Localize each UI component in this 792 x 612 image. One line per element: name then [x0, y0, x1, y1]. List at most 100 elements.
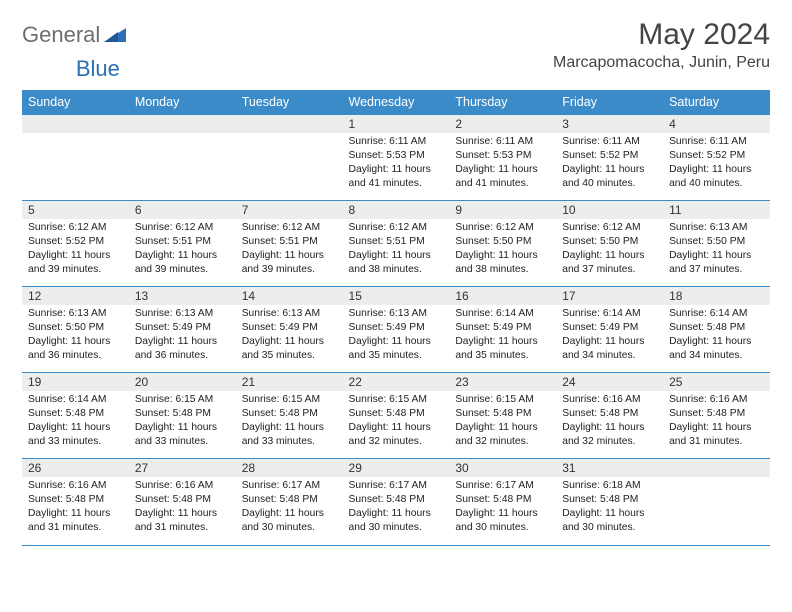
sunrise-text: Sunrise: 6:11 AM: [455, 135, 550, 149]
day-number: 27: [129, 459, 236, 477]
calendar-cell: 16Sunrise: 6:14 AMSunset: 5:49 PMDayligh…: [449, 287, 556, 373]
day-body: Sunrise: 6:14 AMSunset: 5:49 PMDaylight:…: [556, 305, 663, 367]
day-body: Sunrise: 6:11 AMSunset: 5:52 PMDaylight:…: [663, 133, 770, 195]
daylight-text: Daylight: 11 hours and 30 minutes.: [349, 507, 444, 535]
sunset-text: Sunset: 5:48 PM: [135, 407, 230, 421]
sunset-text: Sunset: 5:50 PM: [562, 235, 657, 249]
sunrise-text: Sunrise: 6:12 AM: [562, 221, 657, 235]
day-header: Friday: [556, 90, 663, 115]
calendar-page: General May 2024 Marcapomacocha, Junin, …: [0, 0, 792, 556]
sunset-text: Sunset: 5:49 PM: [455, 321, 550, 335]
sunrise-text: Sunrise: 6:11 AM: [349, 135, 444, 149]
calendar-cell: 2Sunrise: 6:11 AMSunset: 5:53 PMDaylight…: [449, 115, 556, 201]
sunrise-text: Sunrise: 6:16 AM: [669, 393, 764, 407]
day-body: Sunrise: 6:13 AMSunset: 5:50 PMDaylight:…: [22, 305, 129, 367]
day-body: Sunrise: 6:14 AMSunset: 5:49 PMDaylight:…: [449, 305, 556, 367]
sunset-text: Sunset: 5:50 PM: [669, 235, 764, 249]
calendar-cell: 12Sunrise: 6:13 AMSunset: 5:50 PMDayligh…: [22, 287, 129, 373]
sunrise-text: Sunrise: 6:14 AM: [455, 307, 550, 321]
day-number: 14: [236, 287, 343, 305]
day-number: 8: [343, 201, 450, 219]
calendar-cell: [129, 115, 236, 201]
day-number: 23: [449, 373, 556, 391]
calendar-cell: 14Sunrise: 6:13 AMSunset: 5:49 PMDayligh…: [236, 287, 343, 373]
sunset-text: Sunset: 5:48 PM: [669, 407, 764, 421]
calendar-cell: 20Sunrise: 6:15 AMSunset: 5:48 PMDayligh…: [129, 373, 236, 459]
sunset-text: Sunset: 5:53 PM: [349, 149, 444, 163]
sunset-text: Sunset: 5:48 PM: [28, 407, 123, 421]
day-number: 30: [449, 459, 556, 477]
sunrise-text: Sunrise: 6:13 AM: [669, 221, 764, 235]
daylight-text: Daylight: 11 hours and 40 minutes.: [669, 163, 764, 191]
day-body: Sunrise: 6:13 AMSunset: 5:49 PMDaylight:…: [343, 305, 450, 367]
sunrise-text: Sunrise: 6:14 AM: [28, 393, 123, 407]
sunset-text: Sunset: 5:52 PM: [28, 235, 123, 249]
day-body: Sunrise: 6:12 AMSunset: 5:52 PMDaylight:…: [22, 219, 129, 281]
day-body: Sunrise: 6:18 AMSunset: 5:48 PMDaylight:…: [556, 477, 663, 539]
bottom-rule: [22, 545, 770, 546]
day-number: 19: [22, 373, 129, 391]
sunset-text: Sunset: 5:53 PM: [455, 149, 550, 163]
day-body: Sunrise: 6:11 AMSunset: 5:52 PMDaylight:…: [556, 133, 663, 195]
daylight-text: Daylight: 11 hours and 35 minutes.: [455, 335, 550, 363]
sunrise-text: Sunrise: 6:13 AM: [28, 307, 123, 321]
day-body: Sunrise: 6:15 AMSunset: 5:48 PMDaylight:…: [129, 391, 236, 453]
calendar-cell: 13Sunrise: 6:13 AMSunset: 5:49 PMDayligh…: [129, 287, 236, 373]
daylight-text: Daylight: 11 hours and 39 minutes.: [28, 249, 123, 277]
calendar-cell: 31Sunrise: 6:18 AMSunset: 5:48 PMDayligh…: [556, 459, 663, 545]
daylight-text: Daylight: 11 hours and 40 minutes.: [562, 163, 657, 191]
day-body: Sunrise: 6:13 AMSunset: 5:49 PMDaylight:…: [129, 305, 236, 367]
brand-text-general: General: [22, 22, 100, 48]
day-body: Sunrise: 6:17 AMSunset: 5:48 PMDaylight:…: [236, 477, 343, 539]
brand-logo: General: [22, 18, 128, 48]
sunset-text: Sunset: 5:49 PM: [562, 321, 657, 335]
empty-day-number: [22, 115, 129, 133]
calendar-cell: 10Sunrise: 6:12 AMSunset: 5:50 PMDayligh…: [556, 201, 663, 287]
day-number: 31: [556, 459, 663, 477]
calendar-cell: [236, 115, 343, 201]
daylight-text: Daylight: 11 hours and 36 minutes.: [135, 335, 230, 363]
day-body: Sunrise: 6:12 AMSunset: 5:51 PMDaylight:…: [236, 219, 343, 281]
daylight-text: Daylight: 11 hours and 37 minutes.: [562, 249, 657, 277]
calendar-cell: 5Sunrise: 6:12 AMSunset: 5:52 PMDaylight…: [22, 201, 129, 287]
month-title: May 2024: [553, 18, 770, 52]
daylight-text: Daylight: 11 hours and 38 minutes.: [349, 249, 444, 277]
title-block: May 2024 Marcapomacocha, Junin, Peru: [553, 18, 770, 72]
daylight-text: Daylight: 11 hours and 30 minutes.: [562, 507, 657, 535]
calendar-cell: 24Sunrise: 6:16 AMSunset: 5:48 PMDayligh…: [556, 373, 663, 459]
daylight-text: Daylight: 11 hours and 37 minutes.: [669, 249, 764, 277]
day-number: 2: [449, 115, 556, 133]
daylight-text: Daylight: 11 hours and 30 minutes.: [455, 507, 550, 535]
sunrise-text: Sunrise: 6:11 AM: [669, 135, 764, 149]
day-header: Sunday: [22, 90, 129, 115]
day-number: 9: [449, 201, 556, 219]
day-header: Tuesday: [236, 90, 343, 115]
daylight-text: Daylight: 11 hours and 32 minutes.: [349, 421, 444, 449]
calendar-cell: 17Sunrise: 6:14 AMSunset: 5:49 PMDayligh…: [556, 287, 663, 373]
day-body: Sunrise: 6:15 AMSunset: 5:48 PMDaylight:…: [449, 391, 556, 453]
daylight-text: Daylight: 11 hours and 39 minutes.: [242, 249, 337, 277]
calendar-week: 1Sunrise: 6:11 AMSunset: 5:53 PMDaylight…: [22, 115, 770, 201]
calendar-cell: 6Sunrise: 6:12 AMSunset: 5:51 PMDaylight…: [129, 201, 236, 287]
brand-triangle-icon: [104, 26, 126, 47]
sunset-text: Sunset: 5:48 PM: [28, 493, 123, 507]
day-body: Sunrise: 6:16 AMSunset: 5:48 PMDaylight:…: [129, 477, 236, 539]
empty-day-number: [663, 459, 770, 477]
day-body: Sunrise: 6:13 AMSunset: 5:50 PMDaylight:…: [663, 219, 770, 281]
day-body: Sunrise: 6:17 AMSunset: 5:48 PMDaylight:…: [343, 477, 450, 539]
sunset-text: Sunset: 5:52 PM: [562, 149, 657, 163]
calendar-cell: 27Sunrise: 6:16 AMSunset: 5:48 PMDayligh…: [129, 459, 236, 545]
sunset-text: Sunset: 5:48 PM: [349, 407, 444, 421]
sunrise-text: Sunrise: 6:14 AM: [669, 307, 764, 321]
sunset-text: Sunset: 5:49 PM: [242, 321, 337, 335]
day-body: Sunrise: 6:12 AMSunset: 5:51 PMDaylight:…: [343, 219, 450, 281]
day-number: 28: [236, 459, 343, 477]
day-header: Saturday: [663, 90, 770, 115]
sunset-text: Sunset: 5:49 PM: [135, 321, 230, 335]
day-body: Sunrise: 6:13 AMSunset: 5:49 PMDaylight:…: [236, 305, 343, 367]
sunset-text: Sunset: 5:48 PM: [242, 407, 337, 421]
daylight-text: Daylight: 11 hours and 34 minutes.: [669, 335, 764, 363]
calendar-week: 5Sunrise: 6:12 AMSunset: 5:52 PMDaylight…: [22, 201, 770, 287]
day-number: 25: [663, 373, 770, 391]
day-header: Wednesday: [343, 90, 450, 115]
